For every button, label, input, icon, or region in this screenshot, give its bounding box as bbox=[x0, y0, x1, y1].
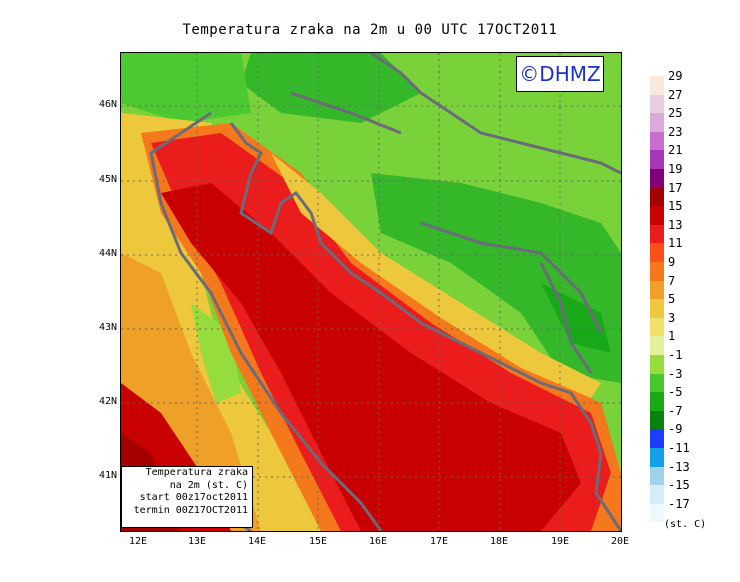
legend-swatch bbox=[650, 187, 664, 207]
legend-label: 7 bbox=[668, 273, 676, 288]
legend-swatch bbox=[650, 355, 664, 374]
map-canvas bbox=[121, 53, 621, 531]
cold-north-region bbox=[241, 53, 421, 123]
legend-swatch bbox=[650, 243, 664, 262]
lat-label: 45N bbox=[98, 174, 117, 185]
legend-swatch bbox=[650, 429, 664, 448]
legend-label: -15 bbox=[668, 478, 690, 493]
coastal-mild-strip bbox=[271, 153, 601, 398]
lon-label: 20E bbox=[610, 536, 630, 547]
legend-unit: (st. C) bbox=[664, 519, 707, 530]
legend-swatch bbox=[650, 336, 664, 355]
legend-swatch bbox=[650, 169, 664, 188]
legend-label: 21 bbox=[668, 143, 683, 158]
legend-swatch bbox=[650, 94, 664, 114]
legend-swatch bbox=[650, 410, 664, 430]
info-line-1: Temperatura zraka bbox=[145, 467, 248, 478]
legend-swatch bbox=[650, 280, 664, 300]
lon-label: 19E bbox=[550, 536, 570, 547]
legend-label: 15 bbox=[668, 199, 683, 214]
adriatic-core bbox=[161, 183, 581, 531]
lon-label: 15E bbox=[308, 536, 328, 547]
legend-swatch bbox=[650, 206, 664, 225]
temperature-map bbox=[120, 52, 622, 532]
lon-label: 12E bbox=[128, 536, 148, 547]
legend-swatch bbox=[650, 373, 664, 393]
legend-label: 1 bbox=[668, 329, 676, 344]
info-box: Temperatura zraka na 2m (st. C) start 00… bbox=[121, 466, 253, 528]
legend-label: 11 bbox=[668, 236, 683, 251]
legend-swatch bbox=[650, 224, 664, 244]
legend-label: -13 bbox=[668, 459, 690, 474]
legend-label: -5 bbox=[668, 385, 683, 400]
lat-label: 46N bbox=[98, 99, 117, 110]
apennine-cool-region bbox=[191, 303, 241, 403]
legend-label: -11 bbox=[668, 441, 690, 455]
info-line-2: na 2m (st. C) bbox=[169, 479, 248, 491]
lon-label: 16E bbox=[368, 536, 388, 547]
legend-swatch bbox=[650, 131, 664, 151]
legend-label: -3 bbox=[668, 366, 683, 381]
lon-label: 17E bbox=[429, 536, 449, 547]
legend-swatch bbox=[650, 485, 664, 504]
legend-label: 23 bbox=[668, 124, 683, 139]
legend-label: 19 bbox=[668, 162, 683, 176]
lat-label: 44N bbox=[98, 248, 117, 259]
lat-label: 41N bbox=[98, 470, 117, 481]
legend-swatch bbox=[650, 503, 664, 523]
dhmz-logo: ©DHMZ bbox=[516, 56, 604, 92]
lon-label: 18E bbox=[489, 536, 509, 547]
legend-label: 3 bbox=[668, 310, 676, 325]
legend-label: 17 bbox=[668, 180, 683, 195]
graticule bbox=[121, 53, 621, 531]
legend-swatch bbox=[650, 466, 664, 486]
legend-swatch bbox=[650, 392, 664, 411]
legend-label: 13 bbox=[668, 217, 683, 232]
legend-label: -17 bbox=[668, 496, 690, 511]
map-title: Temperatura zraka na 2m u 00 UTC 17OCT20… bbox=[182, 22, 558, 38]
info-line-3: start 00z17oct2011 bbox=[139, 492, 248, 503]
legend-swatch bbox=[650, 113, 664, 132]
legend-label: -1 bbox=[668, 348, 683, 362]
legend-label: 5 bbox=[668, 292, 676, 307]
legend-label: -9 bbox=[668, 422, 683, 437]
legend-swatch bbox=[650, 448, 664, 467]
lon-label: 13E bbox=[187, 536, 207, 547]
legend-label: 9 bbox=[668, 255, 676, 269]
legend-label: 27 bbox=[668, 87, 683, 102]
info-line-4: termin 00Z17OCT2011 bbox=[133, 504, 248, 516]
cold-inland-region bbox=[371, 173, 621, 383]
legend-label: -7 bbox=[668, 403, 683, 418]
legend-label: 25 bbox=[668, 106, 683, 121]
legend-swatch bbox=[650, 317, 664, 337]
legend-label: 29 bbox=[668, 69, 683, 83]
legend-swatch bbox=[650, 76, 664, 95]
legend-swatch bbox=[650, 262, 664, 281]
lon-label: 14E bbox=[247, 536, 267, 547]
legend-swatch bbox=[650, 299, 664, 318]
legend-swatch bbox=[650, 150, 664, 169]
lat-label: 42N bbox=[98, 396, 117, 407]
lat-label: 43N bbox=[98, 322, 117, 333]
